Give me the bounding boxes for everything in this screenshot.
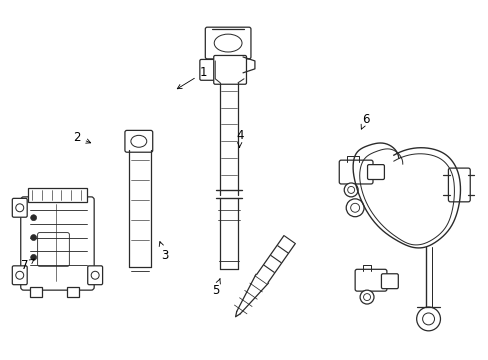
Circle shape [350, 203, 359, 212]
Circle shape [31, 215, 37, 221]
Bar [30, 287, 41, 297]
Text: 6: 6 [361, 113, 369, 129]
FancyBboxPatch shape [213, 55, 246, 84]
Circle shape [16, 271, 24, 279]
Circle shape [363, 294, 370, 301]
Text: 5: 5 [211, 279, 220, 297]
FancyBboxPatch shape [381, 274, 398, 289]
FancyBboxPatch shape [87, 266, 102, 285]
Circle shape [422, 313, 434, 325]
Circle shape [416, 307, 440, 331]
Circle shape [344, 183, 357, 197]
Bar [28, 188, 87, 202]
Ellipse shape [131, 135, 146, 147]
FancyBboxPatch shape [12, 266, 27, 285]
Text: 1: 1 [177, 66, 206, 89]
FancyBboxPatch shape [200, 59, 222, 80]
FancyBboxPatch shape [205, 27, 250, 59]
Ellipse shape [214, 34, 242, 52]
FancyBboxPatch shape [367, 165, 384, 180]
FancyBboxPatch shape [339, 160, 372, 184]
Bar [67, 287, 79, 297]
Circle shape [31, 255, 37, 260]
Circle shape [91, 271, 99, 279]
Text: 7: 7 [21, 259, 34, 272]
FancyBboxPatch shape [38, 233, 69, 266]
FancyBboxPatch shape [12, 198, 27, 217]
Circle shape [16, 204, 24, 212]
Text: 3: 3 [159, 242, 168, 261]
FancyBboxPatch shape [354, 269, 386, 291]
FancyBboxPatch shape [124, 130, 152, 152]
Text: 4: 4 [235, 129, 243, 148]
Circle shape [359, 290, 373, 304]
Text: 2: 2 [73, 131, 90, 144]
Circle shape [347, 186, 354, 193]
Circle shape [346, 199, 364, 217]
Circle shape [31, 235, 37, 240]
FancyBboxPatch shape [447, 168, 469, 202]
FancyBboxPatch shape [20, 197, 94, 290]
